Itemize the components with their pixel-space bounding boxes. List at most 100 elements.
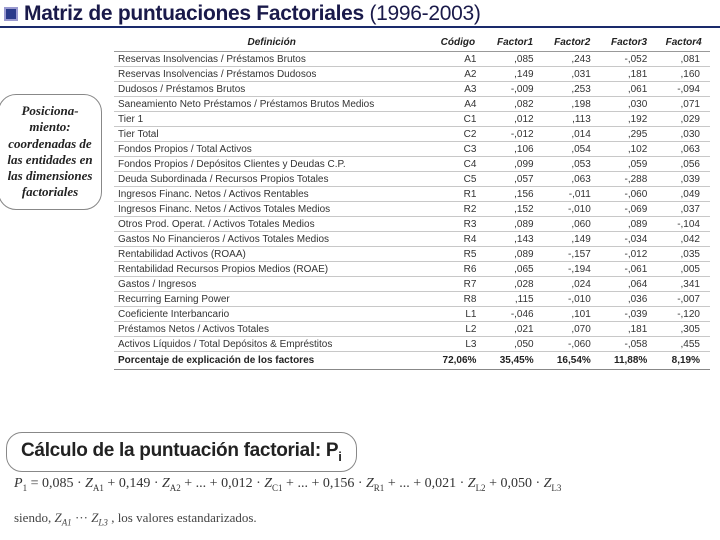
row-value: -,011 <box>544 187 601 202</box>
row-definition: Ingresos Financ. Netos / Activos Rentabl… <box>114 187 429 202</box>
row-definition: Reservas Insolvencias / Préstamos Brutos <box>114 52 429 67</box>
row-value: ,102 <box>601 142 658 157</box>
calc-sub: i <box>338 449 341 464</box>
row-value: -,157 <box>544 247 601 262</box>
row-value: -,046 <box>486 307 543 322</box>
row-value: 16,54% <box>544 352 601 370</box>
row-value: ,012 <box>486 112 543 127</box>
row-value: R6 <box>429 262 486 277</box>
row-value: -,094 <box>657 82 710 97</box>
row-value: C3 <box>429 142 486 157</box>
row-value: ,243 <box>544 52 601 67</box>
row-value: ,106 <box>486 142 543 157</box>
row-value: 11,88% <box>601 352 658 370</box>
row-value: ,115 <box>486 292 543 307</box>
row-value: -,058 <box>601 337 658 352</box>
table-row: Otros Prod. Operat. / Activos Totales Me… <box>114 217 710 232</box>
row-value: -,060 <box>544 337 601 352</box>
row-value: C1 <box>429 112 486 127</box>
row-value: ,295 <box>601 127 658 142</box>
row-definition: Fondos Propios / Depósitos Clientes y De… <box>114 157 429 172</box>
table-row: Dudosos / Préstamos BrutosA3-,009,253,06… <box>114 82 710 97</box>
row-value: R8 <box>429 292 486 307</box>
row-value: ,143 <box>486 232 543 247</box>
table-header-cell: Factor4 <box>657 34 710 52</box>
row-value: ,099 <box>486 157 543 172</box>
row-value: ,253 <box>544 82 601 97</box>
row-value: A2 <box>429 67 486 82</box>
siendo-z1: Z <box>54 510 61 525</box>
title-main: Matriz de puntuaciones Factoriales <box>24 2 364 25</box>
row-value: A1 <box>429 52 486 67</box>
row-value: ,113 <box>544 112 601 127</box>
table-row: Recurring Earning PowerR8,115-,010,036-,… <box>114 292 710 307</box>
title-bullet-square <box>4 7 18 21</box>
row-value: ,181 <box>601 67 658 82</box>
row-value: ,089 <box>486 217 543 232</box>
table-row: Préstamos Netos / Activos TotalesL2,021,… <box>114 322 710 337</box>
table-header-cell: Definición <box>114 34 429 52</box>
row-value: ,305 <box>657 322 710 337</box>
table-row: Reservas Insolvencias / Préstamos Dudoso… <box>114 67 710 82</box>
row-definition: Rentabilidad Activos (ROAA) <box>114 247 429 262</box>
page-title: Matriz de puntuaciones Factoriales (1996… <box>24 2 481 26</box>
row-value: R1 <box>429 187 486 202</box>
row-value: -,010 <box>544 292 601 307</box>
row-value: ,192 <box>601 112 658 127</box>
row-value: ,160 <box>657 67 710 82</box>
table-row: Fondos Propios / Depósitos Clientes y De… <box>114 157 710 172</box>
siendo-pre: siendo, <box>14 510 54 525</box>
row-value: -,012 <box>486 127 543 142</box>
title-paren: (1996-2003) <box>369 2 480 25</box>
factor-matrix-table: DefiniciónCódigoFactor1Factor2Factor3Fac… <box>114 34 710 370</box>
row-value: ,156 <box>486 187 543 202</box>
table-row: Rentabilidad Recursos Propios Medios (RO… <box>114 262 710 277</box>
row-value: A4 <box>429 97 486 112</box>
row-value: ,049 <box>657 187 710 202</box>
row-value: ,064 <box>601 277 658 292</box>
row-definition: Tier 1 <box>114 112 429 127</box>
row-value: 8,19% <box>657 352 710 370</box>
row-value: ,021 <box>486 322 543 337</box>
table-row: Ingresos Financ. Netos / Activos Rentabl… <box>114 187 710 202</box>
siendo-z2s: L3 <box>98 518 108 528</box>
row-definition: Dudosos / Préstamos Brutos <box>114 82 429 97</box>
table-row: Gastos / IngresosR7,028,024,064,341 <box>114 277 710 292</box>
siendo-z1s: A1 <box>62 518 72 528</box>
row-value: -,039 <box>601 307 658 322</box>
row-definition: Reservas Insolvencias / Préstamos Dudoso… <box>114 67 429 82</box>
row-value: -,007 <box>657 292 710 307</box>
title-bar: Matriz de puntuaciones Factoriales (1996… <box>0 0 720 28</box>
row-value: ,014 <box>544 127 601 142</box>
row-value: -,194 <box>544 262 601 277</box>
row-value: ,030 <box>657 127 710 142</box>
siendo-line: siendo, ZA1 ··· ZL3 , los valores estand… <box>14 510 257 528</box>
row-value: ,061 <box>601 82 658 97</box>
row-value: ,059 <box>601 157 658 172</box>
row-definition: Deuda Subordinada / Recursos Propios Tot… <box>114 172 429 187</box>
row-definition: Coeficiente Interbancario <box>114 307 429 322</box>
row-value: C4 <box>429 157 486 172</box>
row-value: ,198 <box>544 97 601 112</box>
table-header-cell: Factor2 <box>544 34 601 52</box>
row-value: 72,06% <box>429 352 486 370</box>
row-value: -,012 <box>601 247 658 262</box>
table-row: Porcentaje de explicación de los factore… <box>114 352 710 370</box>
row-value: -,120 <box>657 307 710 322</box>
row-value: ,341 <box>657 277 710 292</box>
row-value: 35,45% <box>486 352 543 370</box>
table-row: Activos Líquidos / Total Depósitos & Emp… <box>114 337 710 352</box>
row-value: ,152 <box>486 202 543 217</box>
row-definition: Saneamiento Neto Préstamos / Préstamos B… <box>114 97 429 112</box>
row-value: ,024 <box>544 277 601 292</box>
row-value: ,065 <box>486 262 543 277</box>
row-definition: Préstamos Netos / Activos Totales <box>114 322 429 337</box>
row-value: ,089 <box>601 217 658 232</box>
row-value: -,060 <box>601 187 658 202</box>
row-value: ,031 <box>544 67 601 82</box>
row-definition: Rentabilidad Recursos Propios Medios (RO… <box>114 262 429 277</box>
row-value: ,082 <box>486 97 543 112</box>
row-value: ,005 <box>657 262 710 277</box>
row-value: A3 <box>429 82 486 97</box>
row-value: L1 <box>429 307 486 322</box>
